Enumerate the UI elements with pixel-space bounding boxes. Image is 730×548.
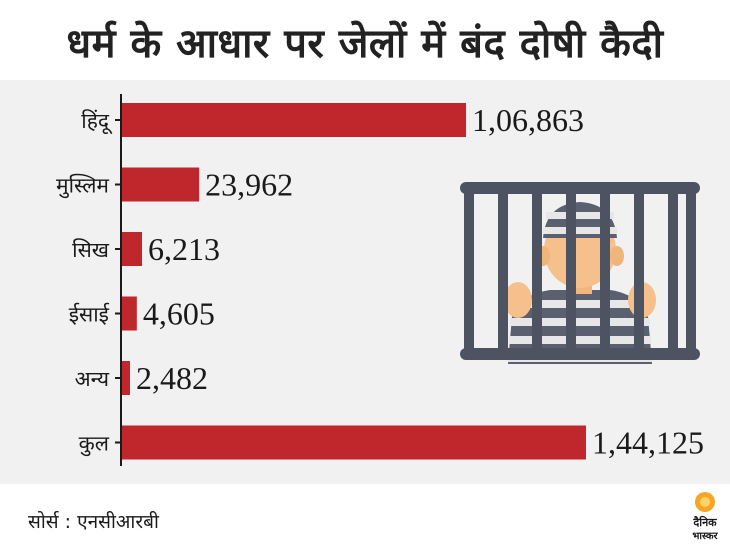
- bar: [122, 296, 137, 331]
- value-label: 2,482: [136, 360, 208, 396]
- prisoner-illustration: [460, 182, 700, 364]
- bar: [122, 361, 130, 395]
- value-label: 23,962: [205, 167, 293, 203]
- bar: [122, 425, 586, 460]
- value-label: 6,213: [148, 231, 220, 267]
- value-label: 4,605: [143, 296, 215, 332]
- category-label: कुल: [79, 432, 110, 457]
- dainik-bhaskar-logo: दैनिक भास्कर: [692, 492, 719, 542]
- category-label: सिख: [72, 238, 110, 262]
- category-label: मुस्लिम: [56, 174, 109, 199]
- bar: [122, 103, 467, 137]
- category-label: अन्य: [75, 367, 110, 391]
- category-label: हिंदू: [81, 109, 113, 135]
- logo-line-1: दैनिक: [692, 515, 717, 529]
- value-label: 1,06,863: [472, 102, 584, 138]
- jail-bars: [460, 182, 700, 360]
- chart-title: धर्म के आधार पर जेलों में बंद दोषी कैदी: [66, 21, 664, 67]
- bar: [122, 232, 143, 266]
- bar-chart: हिंदू 1,06,863 मुस्लिम 23,962 सिख 6,213 ईसाई 4,…: [56, 94, 704, 466]
- logo-line-2: भास्कर: [692, 531, 718, 542]
- category-label: ईसाई: [69, 303, 110, 327]
- source-note: सोर्स : एनसीआरबी: [28, 511, 159, 533]
- bar: [122, 167, 200, 202]
- value-label: 1,44,125: [592, 425, 704, 461]
- prisoner-figure: [504, 202, 656, 364]
